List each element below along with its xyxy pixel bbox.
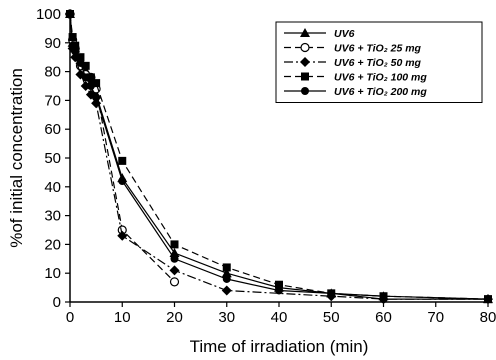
data-point bbox=[71, 47, 80, 56]
y-tick-label: 100 bbox=[36, 6, 61, 23]
legend: UV6 UV6 + TiO₂ 25 mg UV6 + TiO₂ 50 mg UV6 +… bbox=[275, 21, 483, 103]
x-tick-label: 30 bbox=[218, 309, 235, 326]
x-tick-label: 70 bbox=[427, 309, 444, 326]
x-axis-ticks: 0 10 20 30 40 50 60 70 80 bbox=[66, 302, 496, 326]
y-tick-label: 70 bbox=[44, 92, 61, 109]
legend-marker bbox=[300, 42, 310, 53]
y-tick-label: 90 bbox=[44, 35, 61, 52]
data-point bbox=[222, 263, 231, 272]
legend-item: UV6 + TiO₂ 25 mg bbox=[284, 43, 422, 55]
legend-label: UV6 + TiO₂ 50 mg bbox=[334, 57, 422, 69]
data-point bbox=[86, 82, 95, 90]
y-axis-ticks: 0 10 20 30 40 50 60 70 80 90 100 bbox=[36, 6, 70, 311]
legend-label: UV6 + TiO₂ 200 mg bbox=[334, 86, 427, 98]
data-point bbox=[118, 156, 127, 165]
legend-item: UV6 + TiO₂ 50 mg bbox=[284, 57, 422, 69]
data-point bbox=[118, 177, 127, 186]
data-point bbox=[66, 10, 74, 18]
data-point bbox=[327, 289, 336, 298]
x-tick-label: 80 bbox=[480, 309, 496, 326]
legend-item: UV6 + TiO₂ 100 mg bbox=[284, 72, 427, 84]
x-tick-label: 40 bbox=[271, 309, 288, 326]
y-tick-label: 60 bbox=[44, 121, 61, 138]
y-tick-label: 80 bbox=[44, 64, 61, 81]
data-point bbox=[275, 280, 283, 289]
data-point bbox=[222, 274, 231, 283]
data-point bbox=[81, 61, 90, 70]
legend-item: UV6 bbox=[284, 28, 355, 40]
x-tick-label: 50 bbox=[323, 309, 340, 326]
data-point bbox=[81, 73, 90, 82]
x-tick-label: 0 bbox=[66, 309, 74, 326]
legend-item: UV6 + TiO₂ 200 mg bbox=[284, 86, 427, 98]
data-point bbox=[92, 79, 101, 88]
legend-label: UV6 + TiO₂ 25 mg bbox=[334, 43, 422, 55]
data-point bbox=[275, 286, 283, 295]
series-layer bbox=[65, 9, 493, 305]
data-point bbox=[86, 73, 95, 82]
x-tick-label: 20 bbox=[166, 309, 183, 326]
data-point bbox=[68, 33, 77, 42]
data-point bbox=[221, 268, 232, 278]
legend-marker bbox=[301, 72, 309, 81]
series-line bbox=[69, 13, 175, 283]
data-point bbox=[169, 265, 180, 276]
data-point bbox=[117, 230, 128, 241]
legend-marker bbox=[301, 87, 309, 95]
y-axis-title: %of initial concentration bbox=[7, 68, 26, 248]
data-point bbox=[76, 58, 85, 67]
x-tick-label: 10 bbox=[114, 309, 131, 326]
data-point bbox=[169, 277, 180, 287]
legend-label: UV6 bbox=[334, 28, 355, 40]
data-point bbox=[379, 295, 388, 304]
data-point bbox=[92, 93, 101, 102]
x-tick-label: 60 bbox=[375, 309, 392, 326]
y-tick-label: 0 bbox=[53, 294, 61, 311]
data-point bbox=[221, 285, 232, 296]
y-tick-label: 20 bbox=[44, 236, 61, 253]
x-axis-title: Time of irradiation (min) bbox=[190, 337, 369, 356]
data-point bbox=[170, 254, 179, 263]
series-2 bbox=[65, 9, 180, 287]
y-tick-label: 40 bbox=[44, 179, 61, 196]
data-point bbox=[170, 240, 179, 249]
y-tick-label: 30 bbox=[44, 208, 61, 225]
data-point bbox=[484, 295, 492, 304]
y-tick-label: 50 bbox=[44, 150, 61, 167]
legend-box bbox=[275, 21, 483, 103]
y-tick-label: 10 bbox=[44, 265, 61, 282]
data-point bbox=[76, 53, 85, 62]
legend-marker bbox=[300, 57, 310, 67]
legend-marker bbox=[300, 28, 310, 37]
legend-label: UV6 + TiO₂ 100 mg bbox=[334, 72, 427, 84]
series-5 bbox=[66, 10, 492, 304]
